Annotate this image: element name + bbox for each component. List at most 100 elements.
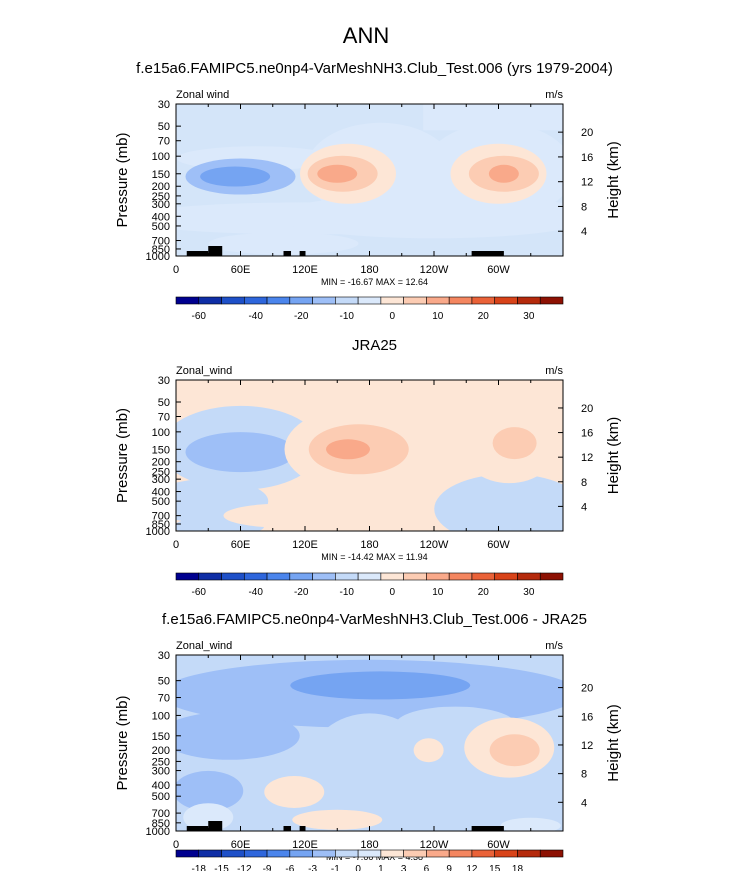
chart-panel-2: JRA25 Zonal_wind m/s 0 60E 120E 180 120W 60W 30 50… bbox=[114, 337, 622, 598]
contour-band bbox=[208, 232, 359, 255]
colorbar-label: -12 bbox=[237, 864, 252, 871]
x-tick-label: 60W bbox=[487, 264, 510, 276]
y-tick-label: 200 bbox=[152, 181, 170, 193]
topography-block bbox=[208, 821, 223, 831]
x-tick-label: 60E bbox=[231, 264, 251, 276]
height-tick-label: 12 bbox=[581, 177, 593, 189]
y-tick-label: 100 bbox=[152, 427, 170, 439]
contour-band bbox=[317, 164, 358, 183]
variable-label: Zonal_wind bbox=[176, 640, 232, 652]
colorbar: -60 -40 -20 -10 0 10 20 30 bbox=[175, 572, 564, 598]
x-tick-label: 120W bbox=[420, 839, 449, 851]
y-tick-label: 150 bbox=[152, 444, 170, 456]
colorbar-label: 3 bbox=[401, 864, 407, 871]
colorbar-swatch bbox=[266, 296, 291, 305]
colorbar-label: -1 bbox=[331, 864, 340, 871]
variable-label: Zonal wind bbox=[176, 89, 229, 101]
y-tick-label: 150 bbox=[152, 169, 170, 181]
colorbar: -60 -40 -20 -10 0 10 20 30 bbox=[175, 296, 564, 322]
chart-panel-1: f.e15a6.FAMIPC5.ne0np4-VarMeshNH3.Club_T… bbox=[114, 60, 622, 322]
colorbar-swatch bbox=[403, 296, 427, 305]
colorbar-swatch bbox=[494, 572, 518, 581]
topography-block bbox=[299, 251, 305, 256]
height-tick-label: 20 bbox=[581, 683, 593, 695]
colorbar-swatch bbox=[266, 572, 291, 581]
y-tick-label: 100 bbox=[152, 710, 170, 722]
colorbar-swatch bbox=[539, 572, 564, 581]
y-tick-label: 1000 bbox=[146, 251, 170, 263]
y-tick-label: 250 bbox=[152, 191, 170, 203]
topography-block bbox=[471, 826, 504, 831]
colorbar-swatch bbox=[289, 296, 313, 305]
colorbar-swatch bbox=[539, 296, 564, 305]
x-tick-label: 180 bbox=[360, 539, 378, 551]
colorbar-swatch bbox=[289, 572, 313, 581]
colorbar-swatch bbox=[357, 572, 382, 581]
height-tick-label: 8 bbox=[581, 769, 587, 781]
colorbar-label: -9 bbox=[263, 864, 272, 871]
height-tick-label: 4 bbox=[581, 797, 587, 809]
colorbar-label: 10 bbox=[432, 311, 444, 322]
y-axis-title: Pressure (mb) bbox=[114, 408, 131, 503]
colorbar-swatch bbox=[243, 296, 268, 305]
colorbar-swatch bbox=[448, 572, 473, 581]
y-tick-label: 700 bbox=[152, 808, 170, 820]
colorbar-swatch bbox=[494, 296, 518, 305]
colorbar-label: -40 bbox=[248, 311, 263, 322]
y-tick-label: 400 bbox=[152, 211, 170, 223]
colorbar-label: -10 bbox=[340, 587, 355, 598]
units-label: m/s bbox=[545, 89, 563, 101]
colorbar-swatch bbox=[471, 572, 496, 581]
y-tick-label: 150 bbox=[152, 731, 170, 743]
y-tick-label: 850 bbox=[152, 818, 170, 830]
y-tick-label: 500 bbox=[152, 496, 170, 508]
colorbar-label: -6 bbox=[285, 864, 294, 871]
colorbar-label: 10 bbox=[432, 587, 444, 598]
colorbar-swatch bbox=[448, 849, 473, 858]
x-tick-label: 60E bbox=[231, 539, 251, 551]
contour-band bbox=[264, 776, 325, 809]
colorbar-swatch bbox=[494, 849, 518, 858]
y-tick-label: 50 bbox=[158, 397, 170, 409]
panel-title: f.e15a6.FAMIPC5.ne0np4-VarMeshNH3.Club_T… bbox=[136, 60, 613, 77]
topography-block bbox=[208, 246, 223, 256]
colorbar-swatch bbox=[198, 572, 222, 581]
y-tick-label: 1000 bbox=[146, 826, 170, 838]
colorbar-label: 30 bbox=[523, 311, 535, 322]
topography-block bbox=[186, 251, 209, 256]
y-tick-label: 250 bbox=[152, 466, 170, 478]
colorbar-label: -20 bbox=[294, 587, 309, 598]
colorbar-swatch bbox=[335, 296, 359, 305]
x-tick-label: 60W bbox=[487, 839, 510, 851]
y-tick-label: 50 bbox=[158, 676, 170, 688]
colorbar-swatch bbox=[335, 572, 359, 581]
colorbar-swatch bbox=[175, 849, 200, 858]
x-tick-label: 120W bbox=[420, 264, 449, 276]
contour-band bbox=[492, 427, 537, 460]
colorbar-swatch bbox=[471, 296, 496, 305]
height-tick-label: 20 bbox=[581, 127, 593, 139]
y-tick-label: 250 bbox=[152, 756, 170, 768]
x-tick-label: 60E bbox=[231, 839, 251, 851]
contour-field bbox=[176, 655, 563, 831]
colorbar-label: -20 bbox=[294, 311, 309, 322]
y-tick-label: 500 bbox=[152, 791, 170, 803]
contour-band bbox=[274, 194, 563, 239]
y-tick-label: 200 bbox=[152, 457, 170, 469]
colorbar-swatch bbox=[175, 572, 200, 581]
colorbar-swatch bbox=[517, 849, 541, 858]
colorbar-swatch bbox=[243, 572, 268, 581]
colorbar-swatch bbox=[221, 849, 245, 858]
contour-band bbox=[185, 432, 296, 473]
contour-band bbox=[309, 713, 430, 814]
contour-band bbox=[176, 711, 300, 760]
y-tick-label: 30 bbox=[158, 99, 170, 111]
figure-main-title: ANN bbox=[343, 23, 389, 48]
colorbar-label: 6 bbox=[424, 864, 430, 871]
colorbar-label: 20 bbox=[478, 587, 490, 598]
y-axis-right-title: Height (km) bbox=[605, 141, 622, 219]
y-tick-label: 300 bbox=[152, 766, 170, 778]
x-tick-label: 0 bbox=[173, 264, 179, 276]
contour-band bbox=[326, 439, 370, 460]
colorbar-swatch bbox=[426, 296, 450, 305]
